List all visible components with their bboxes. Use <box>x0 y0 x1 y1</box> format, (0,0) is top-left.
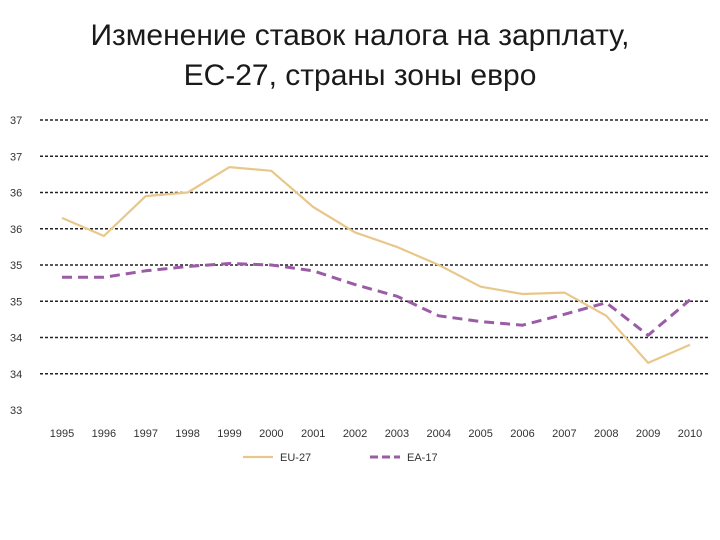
x-tick-label: 2000 <box>259 428 283 440</box>
x-tick-label: 1999 <box>217 428 241 440</box>
legend-label: EU-27 <box>280 452 311 464</box>
x-tick-label: 2005 <box>468 428 492 440</box>
y-tick-label: 37 <box>10 115 22 127</box>
y-tick-label: 35 <box>10 260 22 272</box>
y-tick-label: 36 <box>10 188 22 200</box>
x-tick-label: 2004 <box>427 428 451 440</box>
y-tick-label: 35 <box>10 296 22 308</box>
series-line-eu27 <box>61 166 691 364</box>
y-tick-label: 33 <box>10 405 22 417</box>
x-tick-label: 2007 <box>552 428 576 440</box>
legend: EU-27 EA-17 <box>243 452 438 464</box>
y-tick-label: 34 <box>10 333 22 345</box>
x-tick-label: 1997 <box>133 428 157 440</box>
chart-title-line-1: Изменение ставок налога на зарплату, <box>90 19 630 52</box>
y-tick-label: 34 <box>10 369 22 381</box>
x-tick-label: 2009 <box>636 428 660 440</box>
series-line-ea17 <box>62 262 691 337</box>
x-tick-label: 2003 <box>385 428 409 440</box>
y-tick-label: 37 <box>10 151 22 163</box>
x-tick-label: 2008 <box>594 428 618 440</box>
x-tick-label: 2002 <box>343 428 367 440</box>
legend-label: EA-17 <box>407 452 438 464</box>
x-tick-label: 2001 <box>301 428 325 440</box>
x-tick-label: 2006 <box>510 428 534 440</box>
series-lines <box>61 166 691 364</box>
grid-lines <box>40 119 708 375</box>
x-tick-label: 1998 <box>175 428 199 440</box>
x-axis-tick-labels: 1995 1996 1997 1998 1999 2000 2001 2002 2003 2004… <box>50 428 702 440</box>
y-axis-tick-labels: 33 34 34 35 35 36 36 37 37 <box>10 115 22 417</box>
x-tick-label: 2010 <box>678 428 702 440</box>
x-tick-label: 1995 <box>50 428 74 440</box>
chart-title: Изменение ставок налога на зарплату, ЕС-… <box>0 16 720 96</box>
x-tick-label: 1996 <box>92 428 116 440</box>
y-tick-label: 36 <box>10 224 22 236</box>
chart-title-line-2: ЕС-27, страны зоны евро <box>183 59 537 92</box>
